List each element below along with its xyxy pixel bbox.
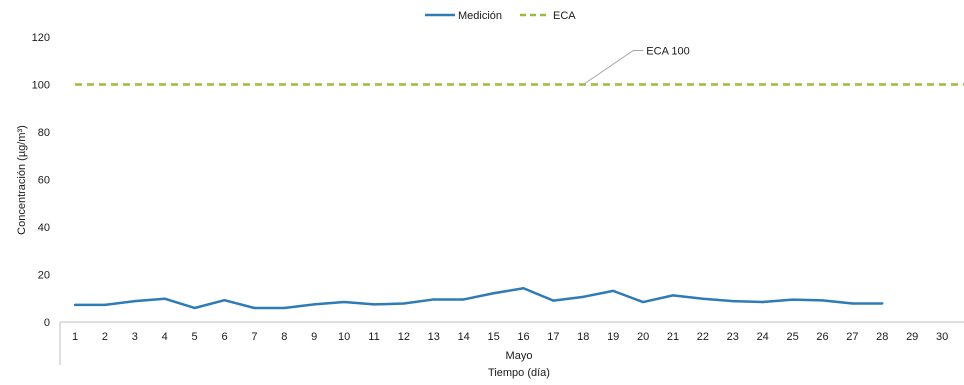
x-tick-label: 30 xyxy=(936,331,948,343)
x-tick-label: 24 xyxy=(757,331,769,343)
x-tick-label: 28 xyxy=(876,331,888,343)
data-point-medicion xyxy=(133,299,136,303)
x-tick-label: 27 xyxy=(846,331,858,343)
x-tick-label: 20 xyxy=(637,331,649,343)
x-tick-label: 18 xyxy=(577,331,589,343)
data-point-medicion xyxy=(253,306,256,310)
y-axis-label: Concentración (µg/m³) xyxy=(16,125,28,235)
x-tick-label: 5 xyxy=(192,331,198,343)
data-point-medicion xyxy=(73,303,77,307)
x-tick-label: 9 xyxy=(311,331,317,343)
data-point-medicion xyxy=(163,297,166,300)
data-point-medicion xyxy=(552,299,555,302)
annotation-label: ECA 100 xyxy=(646,46,689,58)
y-ticks: 0 20 40 60 80 100 120 xyxy=(32,32,50,329)
x-tick-label: 19 xyxy=(607,331,619,343)
legend: Medición ECA xyxy=(425,10,576,22)
annotation-leader-line xyxy=(583,50,644,85)
data-point-medicion xyxy=(342,300,346,304)
x-tick-label: 11 xyxy=(368,331,379,343)
x-group-label: Mayo xyxy=(506,350,533,362)
y-tick-label: 120 xyxy=(32,32,50,44)
data-point-medicion xyxy=(881,302,884,305)
data-point-medicion xyxy=(313,303,316,306)
data-point-medicion xyxy=(432,298,435,301)
y-tick-label: 40 xyxy=(38,222,50,234)
data-point-medicion xyxy=(791,298,794,301)
x-tick-label: 7 xyxy=(251,331,257,343)
x-axis: 1 2 3 4 5 6 7 8 9 10 11 12 13 14 15 16 17 18 19 20 21 22 23 24 2… xyxy=(59,321,964,365)
x-tick-label: 23 xyxy=(727,331,739,343)
series-medicion xyxy=(73,287,884,310)
series-line-medicion xyxy=(75,287,883,310)
data-point-medicion xyxy=(761,300,764,304)
data-point-medicion xyxy=(283,306,286,310)
x-tick-label: 17 xyxy=(547,331,559,343)
legend-label-eca: ECA xyxy=(553,10,576,22)
data-point-medicion xyxy=(492,292,495,295)
x-tick-label: 1 xyxy=(72,331,78,343)
data-point-medicion xyxy=(701,297,705,300)
annotations: ECA 100 xyxy=(583,46,690,85)
data-point-medicion xyxy=(612,289,615,293)
x-tick-label: 25 xyxy=(786,331,798,343)
y-tick-label: 100 xyxy=(32,80,50,92)
data-point-medicion xyxy=(851,302,854,305)
data-point-medicion xyxy=(731,299,734,303)
y-tick-label: 20 xyxy=(38,270,50,282)
data-point-medicion xyxy=(821,299,824,302)
x-tick-label: 3 xyxy=(132,331,138,343)
y-tick-label: 60 xyxy=(38,175,50,187)
data-point-medicion xyxy=(671,294,675,297)
data-point-medicion xyxy=(641,300,645,304)
x-tick-label: 29 xyxy=(906,331,918,343)
x-axis-label: Tiempo (día) xyxy=(488,367,550,379)
data-point-medicion xyxy=(462,298,465,301)
x-tick-label: 21 xyxy=(667,331,679,343)
data-point-medicion xyxy=(103,303,107,307)
y-tick-label: 80 xyxy=(38,127,50,139)
x-tick-label: 26 xyxy=(816,331,828,343)
x-tick-label: 4 xyxy=(162,331,168,343)
data-point-medicion xyxy=(372,303,376,306)
x-tick-label: 10 xyxy=(338,331,350,343)
x-tick-label: 2 xyxy=(102,331,108,343)
data-point-medicion xyxy=(193,306,196,310)
x-tick-label: 8 xyxy=(281,331,287,343)
y-tick-label: 0 xyxy=(44,317,50,329)
x-tick-label: 12 xyxy=(398,331,410,343)
x-tick-label: 14 xyxy=(458,331,470,343)
x-tick-label: 6 xyxy=(221,331,227,343)
data-point-medicion xyxy=(223,298,226,302)
legend-label-medicion: Medición xyxy=(458,10,502,22)
x-tick-label: 13 xyxy=(428,331,440,343)
data-point-medicion xyxy=(582,295,585,299)
x-tick-label: 15 xyxy=(487,331,499,343)
data-point-medicion xyxy=(402,302,406,305)
x-tick-label: 16 xyxy=(517,331,529,343)
data-point-medicion xyxy=(522,287,525,290)
x-tick-label: 22 xyxy=(697,331,709,343)
